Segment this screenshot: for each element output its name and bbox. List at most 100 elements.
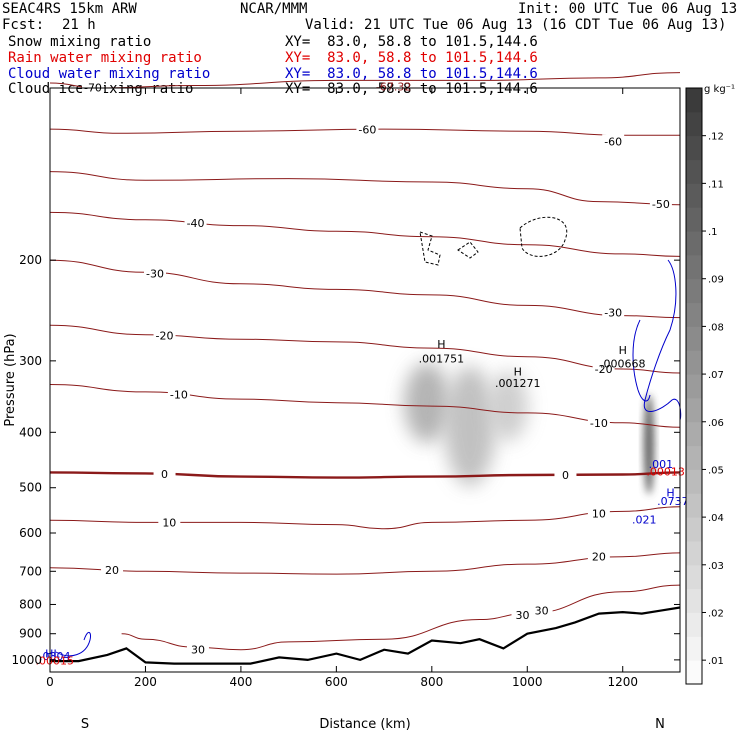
- colorbar-cell: [686, 135, 702, 161]
- isotherm-line: [49, 471, 681, 479]
- colorbar-cell: [686, 350, 702, 375]
- annotation-label: .001751: [419, 353, 465, 366]
- north-endpoint-label: N: [655, 717, 665, 732]
- isotherm-label-bg: [153, 467, 176, 481]
- isotherm-label-bg: [158, 515, 181, 529]
- colorbar-tick-label: .06: [708, 418, 724, 429]
- cloud-water-contour: [55, 632, 91, 657]
- annotation-label: .021: [632, 514, 657, 527]
- field-cloudice-xy: XY= 83.0, 58.8 to 101.5,144.6: [285, 81, 538, 97]
- colorbar-cell: [686, 183, 702, 208]
- cloud-ice-contour: [419, 231, 441, 266]
- colorbar-cell: [686, 326, 702, 351]
- colorbar-cell: [686, 445, 702, 470]
- colorbar-cell: [686, 278, 702, 304]
- center-title: NCAR/MMM: [240, 1, 308, 17]
- colorbar-cell: [686, 493, 702, 518]
- annotation-label: .0737: [657, 495, 689, 508]
- isotherm-label: 20: [105, 564, 119, 577]
- colorbar-tick-label: .01: [708, 656, 724, 667]
- colorbar-cell: [686, 231, 702, 256]
- terrain-line: [50, 606, 681, 665]
- isotherm-label-bg: [587, 549, 610, 563]
- y-tick-label: 700: [19, 564, 42, 578]
- colorbar-tick-label: .04: [708, 513, 724, 524]
- isotherm-label-bg: [153, 328, 176, 342]
- colorbar-tick-label: .02: [708, 608, 724, 619]
- colorbar-cell: [686, 564, 702, 590]
- y-axis-label: Pressure (hPa): [3, 333, 18, 426]
- isotherm-label-bg: [592, 362, 615, 376]
- isotherm-label: 20: [592, 551, 606, 564]
- annotation-label: H: [514, 365, 522, 378]
- colorbar-tick-label: .08: [708, 322, 724, 333]
- y-tick-label: 800: [19, 597, 42, 611]
- isotherm-label-bg: [356, 122, 379, 136]
- y-tick-label: 500: [19, 481, 42, 495]
- colorbar-cell: [686, 660, 702, 685]
- isotherm-contours: -70-60-60-50-40-30-30-20-20-10-100 010102…: [49, 72, 681, 657]
- isotherm-label-bg: [167, 387, 190, 401]
- isotherm-line: [49, 211, 681, 257]
- isotherm-label: 30: [516, 609, 530, 622]
- snow-blob: [643, 394, 655, 495]
- isotherm-label-bg: [587, 415, 610, 429]
- snow-blob: [404, 362, 450, 443]
- isotherm-label: 30: [191, 644, 205, 657]
- y-tick-label: 200: [19, 253, 42, 267]
- colorbar-cell: [686, 111, 702, 137]
- isotherm-label: 0: [161, 468, 168, 481]
- south-endpoint-label: S: [81, 717, 89, 732]
- annotation-label: H: [437, 338, 445, 351]
- field-snow-name: Snow mixing ratio: [8, 34, 152, 50]
- cloud-ice-contour: [457, 241, 479, 259]
- model-title: SEAC4RS 15km ARW: [2, 1, 137, 17]
- colorbar-tick-label: .09: [708, 275, 724, 286]
- annotation-label: .001: [649, 458, 674, 471]
- isotherm-line: [49, 384, 681, 428]
- colorbar-tick-label: .11: [708, 179, 724, 190]
- isotherm-label: -10: [170, 388, 188, 401]
- y-tick-label: 1000: [11, 653, 42, 667]
- isotherm-label-bg: [101, 563, 124, 577]
- isotherm-label: 10: [162, 516, 176, 529]
- colorbar: .01 .02 .03 .04 .05 .06 .07 .08 .09 .1 .11 .12 g kg⁻…: [685, 84, 735, 685]
- colorbar-cell: [686, 540, 702, 566]
- colorbar-cell: [686, 207, 702, 232]
- colorbar-cell: [686, 469, 702, 494]
- field-rain-name: Rain water mixing ratio: [8, 50, 202, 66]
- isotherm-label-bg: [649, 197, 672, 211]
- y-tick-label: 300: [19, 354, 42, 368]
- isotherm-label: 0: [562, 469, 569, 482]
- isotherm-label: -30: [146, 267, 164, 280]
- cloud-water-contour: [643, 259, 682, 421]
- isotherm-label-bg: [81, 80, 104, 94]
- annotation-label: .000668: [600, 357, 646, 370]
- colorbar-frame: [685, 87, 703, 685]
- field-cloudwater-name: Cloud water mixing ratio: [8, 66, 211, 82]
- x-tick-label: 800: [420, 675, 443, 689]
- isotherm-label-bg: [144, 266, 166, 280]
- colorbar-cell: [686, 159, 702, 184]
- isotherm-label: -60: [358, 123, 376, 136]
- snow-blob: [488, 371, 529, 442]
- colorbar-cell: [686, 421, 702, 447]
- isotherm-line: [49, 506, 681, 530]
- terrain: [50, 606, 681, 665]
- axes: 0 200 400 600 800 1000 12002003004005006007008…: [3, 87, 681, 732]
- annotation-label: .0304: [39, 650, 71, 663]
- y-tick-label: 600: [19, 526, 42, 540]
- isotherm-label-bg: [511, 608, 534, 622]
- colorbar-cell: [686, 302, 702, 327]
- x-tick-label: 400: [229, 675, 252, 689]
- isotherm-label-bg: [530, 603, 553, 617]
- isotherm-label: -10: [590, 417, 608, 430]
- isotherm-label: -40: [187, 217, 205, 230]
- isotherm-label: 10: [592, 508, 606, 521]
- isotherm-label-bg: [602, 134, 625, 148]
- colorbar-cell: [686, 88, 702, 113]
- isotherm-line: [49, 171, 681, 206]
- isotherm-label: -60: [604, 135, 622, 148]
